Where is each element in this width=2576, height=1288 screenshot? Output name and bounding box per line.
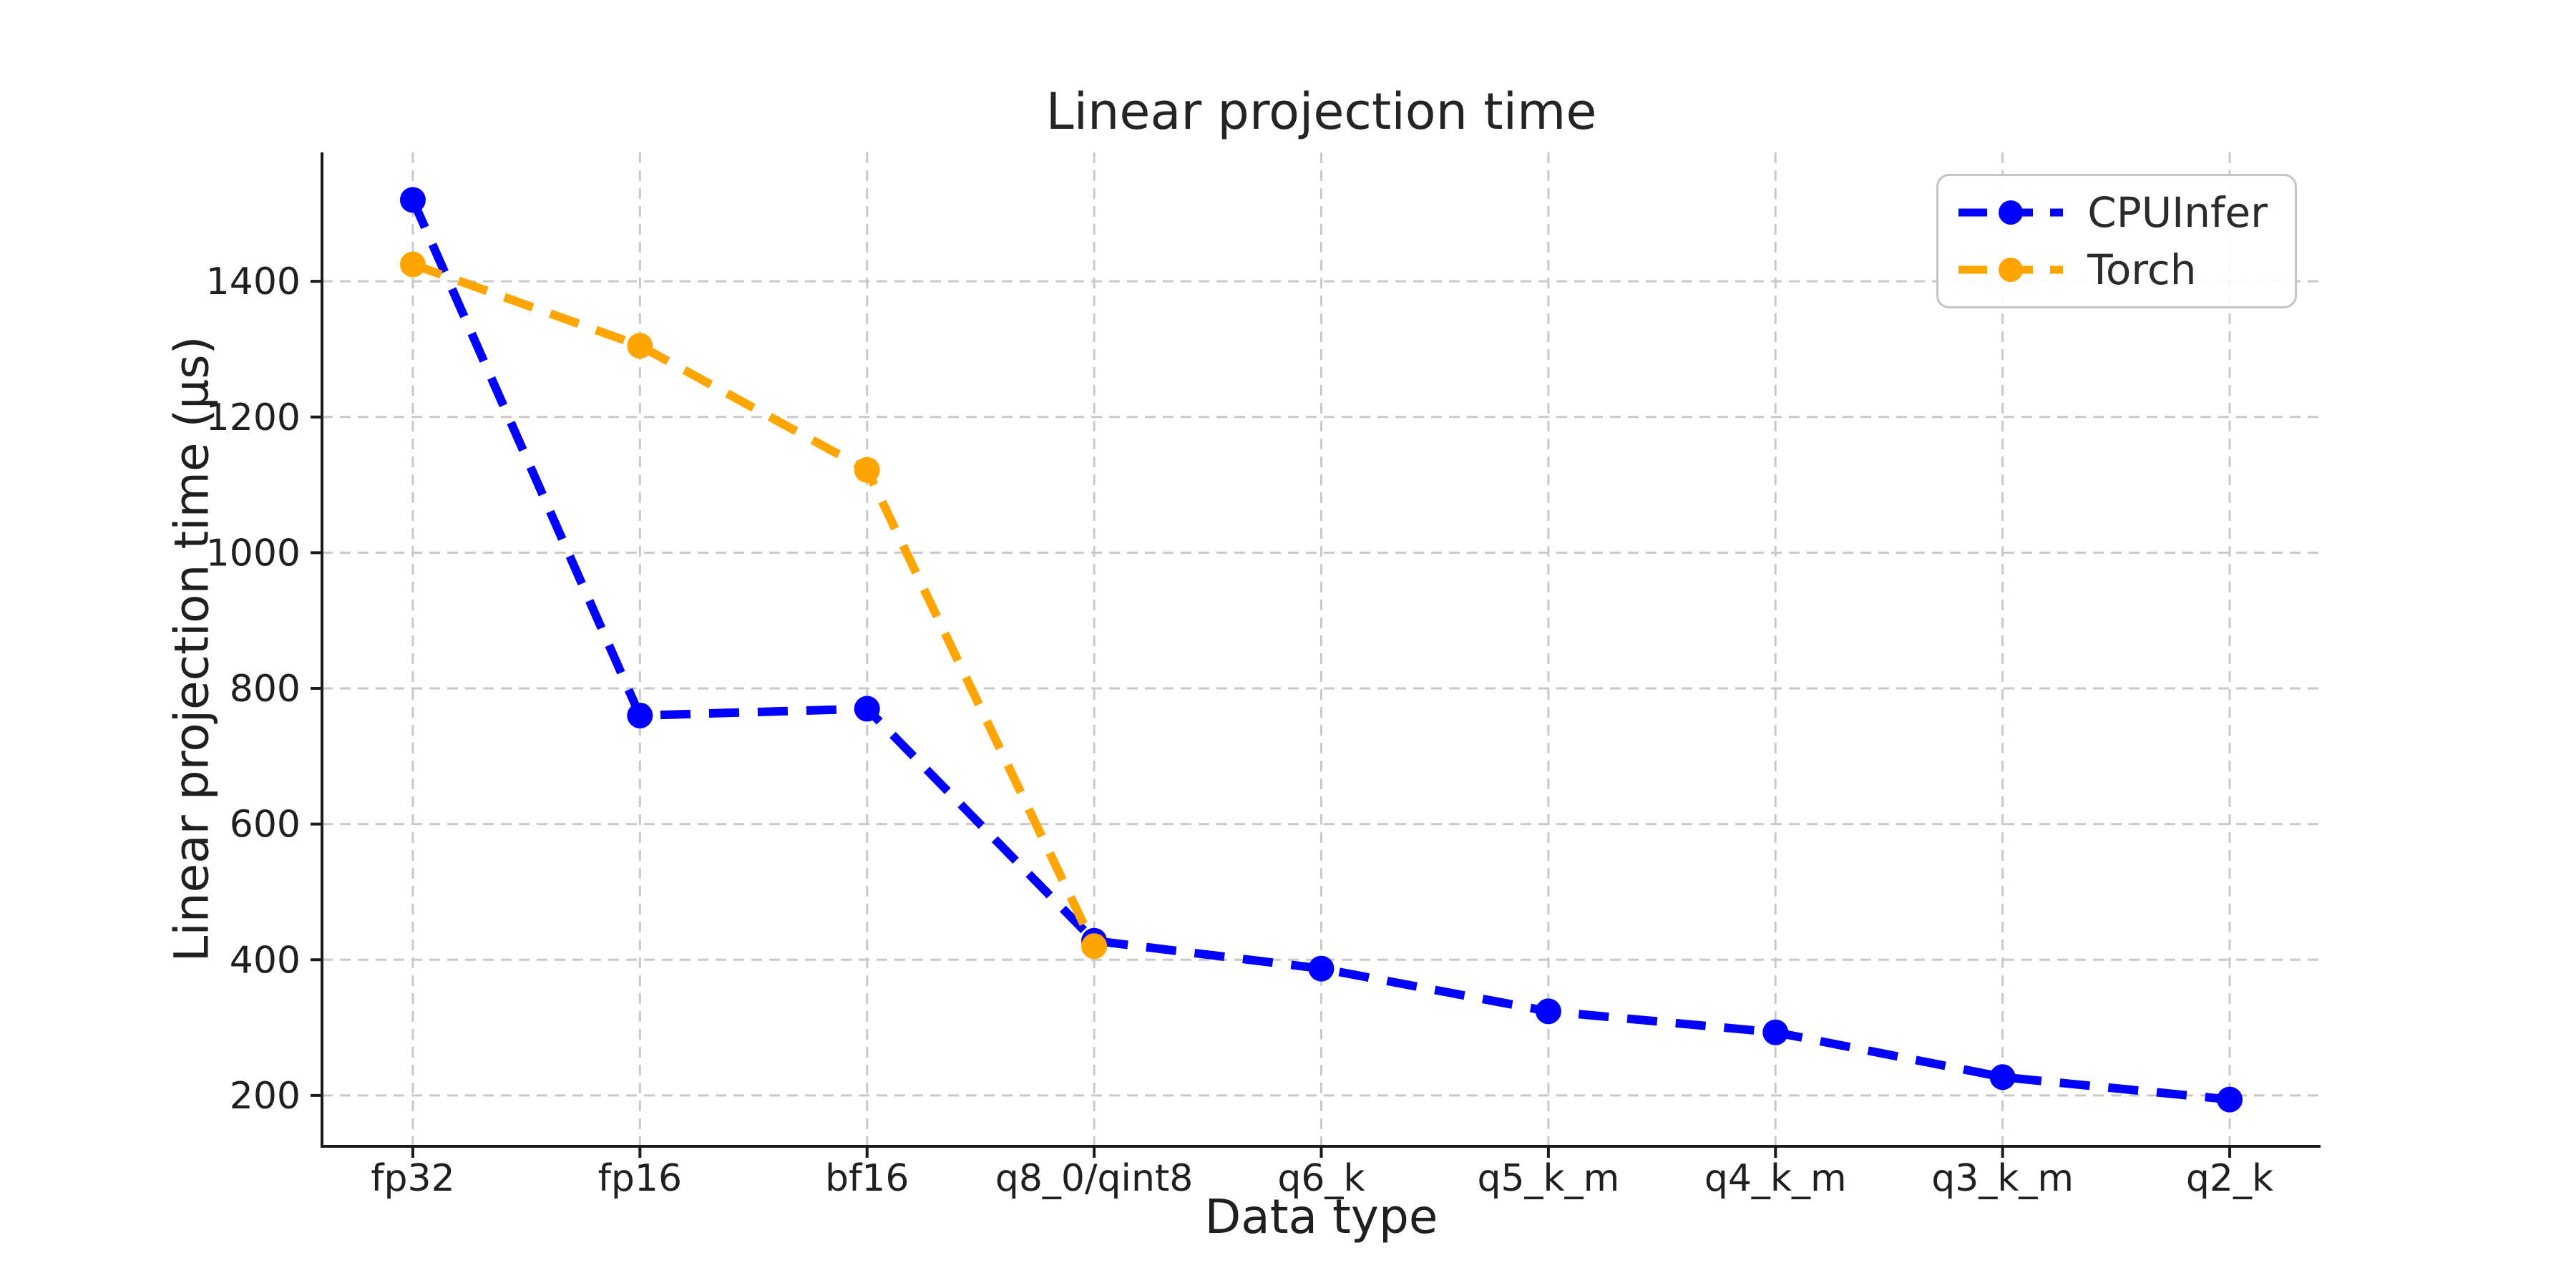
data-point-cpuinfer-q2_k <box>2217 1086 2243 1113</box>
x-tick-label: q3_k_m <box>1931 1157 2074 1200</box>
series-line-torch <box>411 260 1098 948</box>
y-tick-label: 800 <box>230 668 301 711</box>
x-tick-label: q6_k <box>1277 1157 1365 1200</box>
x-tick-label: fp32 <box>371 1157 454 1200</box>
legend: CPUInfer Torch <box>1936 174 2297 308</box>
legend-label-cpuinfer: CPUInfer <box>2087 188 2268 237</box>
data-point-cpuinfer-fp16 <box>627 702 653 728</box>
legend-line-sample-torch <box>1958 258 2064 282</box>
data-point-torch-q8_0/qint8 <box>1081 933 1108 960</box>
data-point-torch-fp32 <box>399 251 426 278</box>
data-point-cpuinfer-bf16 <box>854 696 880 722</box>
data-point-torch-bf16 <box>854 457 880 483</box>
legend-item-cpuinfer: CPUInfer <box>1957 192 2268 233</box>
y-tick-label: 1200 <box>206 396 301 439</box>
y-tick-label: 400 <box>230 939 301 982</box>
x-axis-label: Data type <box>1204 1189 1438 1244</box>
x-tick-label: q8_0/qint8 <box>995 1157 1194 1200</box>
data-point-cpuinfer-fp32 <box>399 187 426 213</box>
chart-title: Linear projection time <box>1045 82 1597 141</box>
y-tick-label: 200 <box>230 1075 301 1118</box>
legend-line-sample-cpuinfer <box>1958 200 2064 225</box>
x-tick-label: q5_k_m <box>1477 1157 1619 1200</box>
y-tick-label: 1000 <box>206 532 301 575</box>
data-point-cpuinfer-q4_k_m <box>1762 1019 1789 1045</box>
data-point-cpuinfer-q3_k_m <box>1989 1064 2016 1091</box>
x-tick-label: q2_k <box>2186 1157 2273 1200</box>
series-line-cpuinfer <box>409 197 2230 1104</box>
y-axis-label: Linear projection time (µs) <box>164 336 220 962</box>
legend-label-torch: Torch <box>2087 245 2197 294</box>
data-point-cpuinfer-q6_k <box>1308 955 1335 982</box>
x-tick-label: fp16 <box>598 1157 682 1200</box>
x-tick-label: q4_k_m <box>1704 1157 1847 1200</box>
data-point-torch-fp16 <box>627 333 653 359</box>
legend-item-torch: Torch <box>1957 249 2268 291</box>
x-tick-label: bf16 <box>825 1157 909 1200</box>
y-tick-label: 600 <box>230 804 301 847</box>
data-point-cpuinfer-q5_k_m <box>1535 998 1561 1025</box>
y-tick-label: 1400 <box>206 260 301 303</box>
